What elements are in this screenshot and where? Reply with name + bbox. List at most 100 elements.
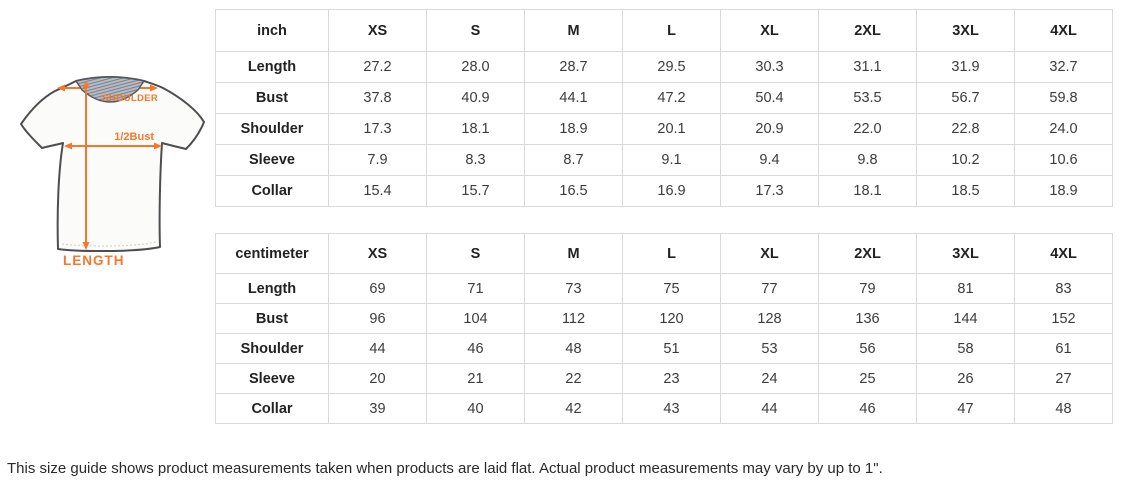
measurement-value: 24.0 <box>1014 113 1113 145</box>
measurement-value: 79 <box>818 273 917 304</box>
measurement-value: 128 <box>720 303 819 334</box>
measurement-value: 9.1 <box>622 144 721 176</box>
measurement-value: 50.4 <box>720 82 819 114</box>
half-bust-arrow <box>64 142 162 150</box>
measurement-value: 7.9 <box>328 144 427 176</box>
measurement-value: 61 <box>1014 333 1113 364</box>
measurement-value: 69 <box>328 273 427 304</box>
measurement-value: 28.7 <box>524 51 623 83</box>
measurement-value: 73 <box>524 273 623 304</box>
measurement-value: 15.4 <box>328 175 427 207</box>
measurement-label: Shoulder <box>215 333 329 364</box>
size-column-header: 2XL <box>818 233 917 274</box>
measurement-value: 44 <box>328 333 427 364</box>
measurement-value: 81 <box>916 273 1015 304</box>
measurement-value: 46 <box>426 333 525 364</box>
length-label: LENGTH <box>63 253 125 268</box>
measurement-value: 17.3 <box>720 175 819 207</box>
size-column-header: 2XL <box>818 9 917 52</box>
measurement-row: Shoulder 44 46 48 51 53 56 58 61 <box>215 333 1113 364</box>
measurement-value: 32.7 <box>1014 51 1113 83</box>
measurement-value: 112 <box>524 303 623 334</box>
measurement-value: 17.3 <box>328 113 427 145</box>
measurement-value: 136 <box>818 303 917 334</box>
measurement-value: 77 <box>720 273 819 304</box>
length-arrow <box>82 80 90 250</box>
measurement-value: 20.1 <box>622 113 721 145</box>
measurement-value: 18.1 <box>426 113 525 145</box>
measurement-value: 144 <box>916 303 1015 334</box>
size-column-header: 4XL <box>1014 233 1113 274</box>
size-table-centimeter: centimeter XS S M L XL 2XL 3XL 4XL Length 69 71 73 75… <box>215 233 1113 424</box>
measurement-value: 71 <box>426 273 525 304</box>
measurement-value: 16.5 <box>524 175 623 207</box>
size-column-header: 3XL <box>916 233 1015 274</box>
unit-header: inch <box>215 9 329 52</box>
measurement-value: 8.3 <box>426 144 525 176</box>
measurement-value: 22.8 <box>916 113 1015 145</box>
measurement-value: 104 <box>426 303 525 334</box>
size-column-header: S <box>426 233 525 274</box>
unit-header: centimeter <box>215 233 329 274</box>
measurement-value: 22 <box>524 363 623 394</box>
measurement-value: 15.7 <box>426 175 525 207</box>
measurement-value: 56.7 <box>916 82 1015 114</box>
measurement-value: 43 <box>622 393 721 424</box>
measurement-label: Collar <box>215 393 329 424</box>
header-row: inch XS S M L XL 2XL 3XL 4XL <box>215 9 1113 52</box>
measurement-value: 120 <box>622 303 721 334</box>
measurement-value: 27.2 <box>328 51 427 83</box>
tshirt-diagram: SHOULDER 1/2Bust LENGTH <box>10 58 210 293</box>
size-column-header: XL <box>720 233 819 274</box>
measurement-value: 44 <box>720 393 819 424</box>
measurement-value: 96 <box>328 303 427 334</box>
measurement-value: 58 <box>916 333 1015 364</box>
size-column-header: L <box>622 9 721 52</box>
measurement-value: 20 <box>328 363 427 394</box>
measurement-value: 9.8 <box>818 144 917 176</box>
measurement-row: Collar 15.4 15.7 16.5 16.9 17.3 18.1 18.5 18.9 <box>215 175 1113 207</box>
measurement-value: 44.1 <box>524 82 623 114</box>
measurement-value: 21 <box>426 363 525 394</box>
measurement-row: Shoulder 17.3 18.1 18.9 20.1 20.9 22.0 22.8 24.0 <box>215 113 1113 145</box>
measurement-value: 26 <box>916 363 1015 394</box>
measurement-row: Sleeve 7.9 8.3 8.7 9.1 9.4 9.8 10.2 10.6 <box>215 144 1113 176</box>
measurement-row: Length 69 71 73 75 77 79 81 83 <box>215 273 1113 304</box>
measurement-value: 28.0 <box>426 51 525 83</box>
measurement-value: 39 <box>328 393 427 424</box>
tshirt-diagram-svg: SHOULDER 1/2Bust LENGTH <box>20 76 205 268</box>
measurement-value: 29.5 <box>622 51 721 83</box>
measurement-value: 51 <box>622 333 721 364</box>
measurement-label: Length <box>215 273 329 304</box>
measurement-value: 18.5 <box>916 175 1015 207</box>
size-column-header: 4XL <box>1014 9 1113 52</box>
measurement-row: Bust 37.8 40.9 44.1 47.2 50.4 53.5 56.7 59.8 <box>215 82 1113 114</box>
measurement-label: Collar <box>215 175 329 207</box>
measurement-value: 40.9 <box>426 82 525 114</box>
measurement-value: 18.1 <box>818 175 917 207</box>
measurement-value: 9.4 <box>720 144 819 176</box>
measurement-label: Bust <box>215 82 329 114</box>
measurement-value: 53 <box>720 333 819 364</box>
measurement-row: Bust 96 104 112 120 128 136 144 152 <box>215 303 1113 334</box>
measurement-value: 10.2 <box>916 144 1015 176</box>
measurement-value: 152 <box>1014 303 1113 334</box>
measurement-label: Sleeve <box>215 363 329 394</box>
size-column-header: M <box>524 233 623 274</box>
measurement-value: 22.0 <box>818 113 917 145</box>
size-guide-tables: inch XS S M L XL 2XL 3XL 4XL Length 27.2 28.0 28.7 29… <box>215 9 1113 424</box>
half-bust-label: 1/2Bust <box>114 131 154 143</box>
measurement-value: 47 <box>916 393 1015 424</box>
size-column-header: S <box>426 9 525 52</box>
measurement-value: 42 <box>524 393 623 424</box>
measurement-row: Sleeve 20 21 22 23 24 25 26 27 <box>215 363 1113 394</box>
size-guide-note: This size guide shows product measuremen… <box>7 460 883 477</box>
measurement-label: Sleeve <box>215 144 329 176</box>
measurement-value: 48 <box>1014 393 1113 424</box>
tshirt-collar <box>75 76 145 103</box>
measurement-value: 31.9 <box>916 51 1015 83</box>
measurement-value: 53.5 <box>818 82 917 114</box>
measurement-value: 56 <box>818 333 917 364</box>
size-column-header: 3XL <box>916 9 1015 52</box>
